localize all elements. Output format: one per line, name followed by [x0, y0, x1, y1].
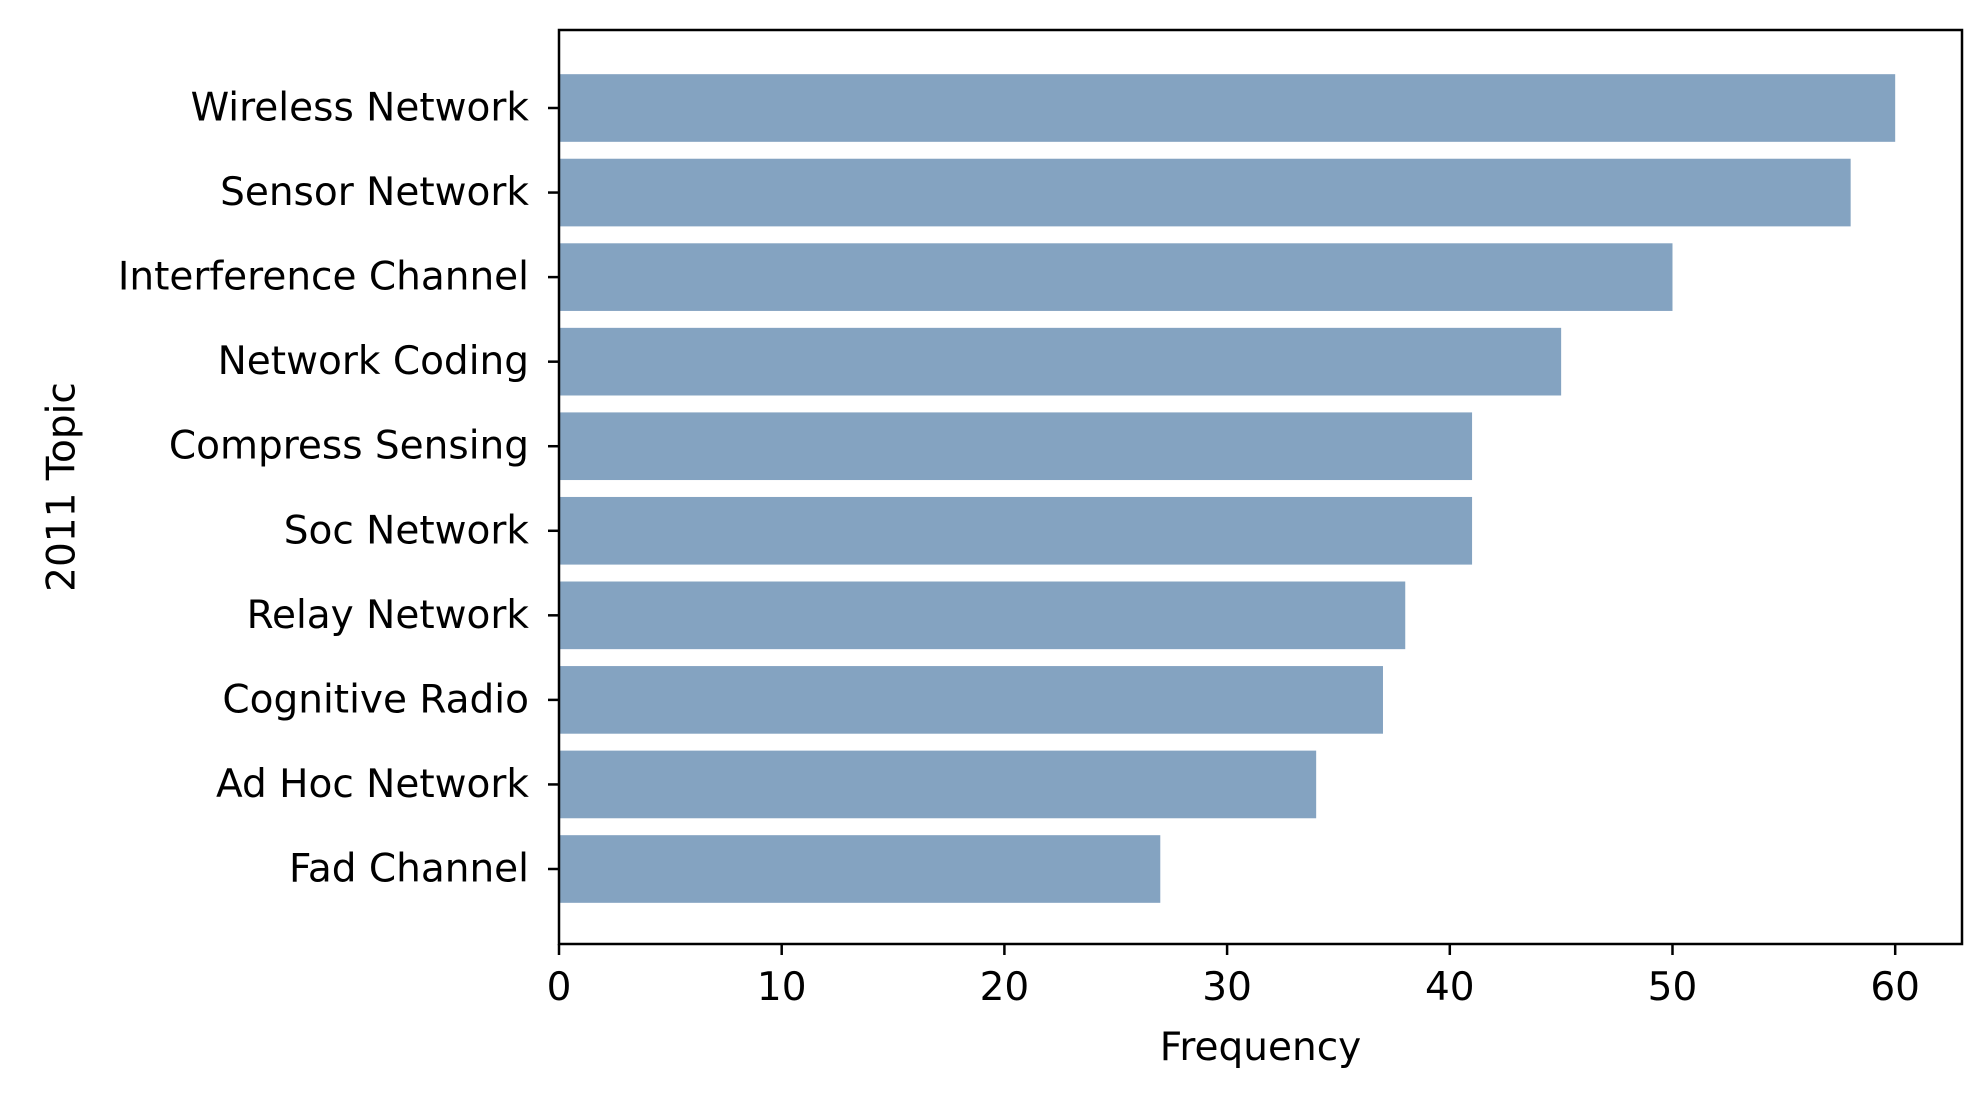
y-tick-label-9: Fad Channel	[289, 847, 529, 892]
x-axis-label: Frequency	[1160, 1025, 1361, 1070]
x-tick-label-2: 20	[980, 965, 1030, 1010]
y-tick-label-4: Compress Sensing	[169, 424, 529, 469]
y-tick-label-1: Sensor Network	[220, 170, 529, 215]
x-tick-label-3: 30	[1202, 965, 1252, 1010]
x-tick-label-1: 10	[757, 965, 807, 1010]
y-tick-label-0: Wireless Network	[191, 86, 530, 131]
plot-frame	[557, 28, 1964, 946]
x-axis-ticks: 0 10 20 30 40 50 60	[547, 944, 1920, 1010]
bar-9	[559, 835, 1161, 903]
bar-6	[559, 581, 1406, 650]
bar-3	[559, 327, 1562, 396]
x-tick-label-0: 0	[547, 965, 572, 1010]
bar-0	[559, 74, 1896, 142]
y-tick-label-7: Cognitive Radio	[222, 677, 529, 722]
y-tick-label-6: Relay Network	[247, 593, 530, 638]
bar-8	[559, 750, 1317, 819]
y-tick-label-2: Interference Channel	[118, 255, 529, 300]
y-tick-label-8: Ad Hoc Network	[216, 762, 529, 807]
x-tick-label-5: 50	[1648, 965, 1698, 1010]
y-tick-label-5: Soc Network	[284, 508, 530, 553]
x-tick-label-4: 40	[1425, 965, 1475, 1010]
bar-5	[559, 496, 1473, 565]
bar-7	[559, 666, 1383, 734]
bar-1	[559, 158, 1851, 227]
bar-2	[559, 243, 1673, 311]
x-tick-label-6: 60	[1870, 965, 1920, 1010]
y-axis-label: 2011 Topic	[40, 382, 85, 592]
y-axis-ticks: Wireless Network Sensor Network Interferen…	[118, 86, 559, 892]
y-tick-label-3: Network Coding	[218, 339, 529, 384]
bar-4	[559, 412, 1473, 481]
bars-group	[559, 74, 1896, 903]
